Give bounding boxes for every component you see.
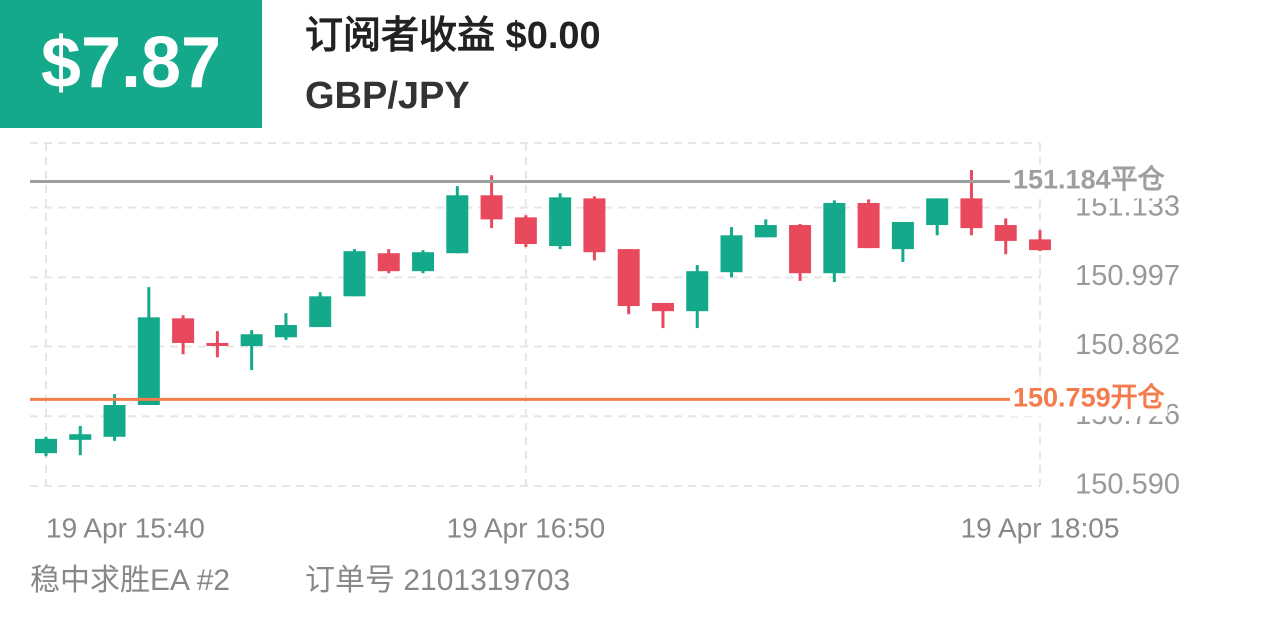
- candle-body: [549, 197, 572, 247]
- candle-body: [823, 202, 846, 274]
- y-tick-label: 150.862: [1075, 329, 1180, 361]
- candle-body: [137, 317, 160, 405]
- symbol: GBP/JPY: [305, 75, 470, 117]
- candle-body: [891, 221, 914, 250]
- reference-label-bg: [1010, 382, 1168, 417]
- candle-body: [789, 225, 812, 274]
- candle-body: [274, 325, 297, 338]
- ea-name: 稳中求胜EA #2: [30, 564, 230, 597]
- candle-body: [480, 195, 503, 220]
- candle-body: [651, 302, 674, 312]
- candle-body: [309, 296, 332, 328]
- candle-body: [103, 404, 126, 437]
- candle-body: [377, 253, 400, 272]
- candle-body: [926, 198, 949, 226]
- profit-badge: [0, 0, 262, 128]
- candle-body: [35, 438, 57, 454]
- reference-label-bg: [1010, 164, 1168, 199]
- candle-body: [583, 198, 606, 253]
- x-tick-label: 19 Apr 18:05: [961, 512, 1120, 543]
- candle-body: [1029, 239, 1051, 251]
- y-tick-label: 150.997: [1075, 260, 1180, 292]
- candle-body: [994, 225, 1017, 241]
- reference-label: 151.184平仓: [1013, 165, 1166, 195]
- candle-body: [172, 318, 195, 343]
- candle-body: [412, 252, 435, 272]
- candle-body: [206, 342, 229, 346]
- candle-body: [514, 217, 537, 245]
- candle-body: [240, 334, 263, 347]
- candle-body: [343, 251, 366, 297]
- title: 订阅者收益 $0.00: [305, 15, 601, 57]
- order-number: 订单号 2101319703: [305, 564, 570, 597]
- y-tick-label: 150.590: [1075, 469, 1180, 501]
- candle-body: [960, 198, 983, 229]
- candle-body: [686, 271, 709, 312]
- candle-body: [69, 434, 92, 440]
- candle-body: [720, 235, 743, 273]
- candle-body: [754, 225, 777, 238]
- reference-label: 150.759开仓: [1013, 382, 1166, 412]
- profit: $7.87: [41, 23, 221, 103]
- candle-body: [446, 195, 469, 254]
- candle-body: [857, 202, 880, 249]
- x-tick-label: 19 Apr 16:50: [446, 512, 605, 543]
- x-tick-label: 19 Apr 15:40: [46, 512, 205, 543]
- candle-body: [617, 249, 640, 307]
